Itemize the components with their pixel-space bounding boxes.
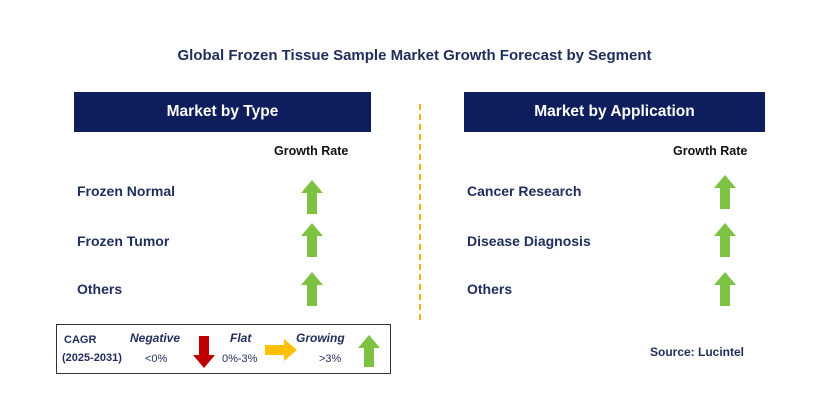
type-row-label-2: Frozen Tumor <box>77 233 170 249</box>
application-panel-header-label: Market by Application <box>534 103 695 120</box>
application-panel-header: Market by Application <box>464 92 765 132</box>
legend-growing-label: Growing <box>296 331 345 345</box>
up-arrow-icon <box>358 335 380 367</box>
application-row-label-2: Disease Diagnosis <box>467 233 591 249</box>
right-arrow-icon <box>265 339 297 361</box>
legend-flat-label: Flat <box>230 331 252 345</box>
down-arrow-icon <box>193 336 215 368</box>
up-arrow-icon <box>714 175 736 209</box>
legend-negative-label: Negative <box>130 331 181 345</box>
panel-divider <box>419 104 421 320</box>
up-arrow-icon <box>301 180 323 214</box>
chart-title: Global Frozen Tissue Sample Market Growt… <box>177 47 652 64</box>
up-arrow-icon <box>301 223 323 257</box>
application-growth-rate-header: Growth Rate <box>673 144 748 158</box>
legend-negative-range: <0% <box>145 353 168 365</box>
type-row-label-1: Frozen Normal <box>77 183 176 199</box>
type-growth-rate-header: Growth Rate <box>274 144 349 158</box>
cagr-legend: CAGR (2025-2031) Negative <0% Flat 0%-3%… <box>56 324 391 374</box>
legend-period: (2025-2031) <box>62 352 122 364</box>
application-row-label-3: Others <box>467 281 513 297</box>
type-row-label-3: Others <box>77 281 123 297</box>
source-note: Source: Lucintel <box>650 345 745 359</box>
up-arrow-icon <box>714 223 736 257</box>
application-row-label-1: Cancer Research <box>467 183 582 199</box>
type-panel-header: Market by Type <box>74 92 371 132</box>
legend-flat-range: 0%-3% <box>222 353 258 365</box>
up-arrow-icon <box>714 272 736 306</box>
legend-cagr-label: CAGR <box>64 334 97 346</box>
type-panel-header-label: Market by Type <box>166 103 279 120</box>
legend-growing-range: >3% <box>319 353 342 365</box>
up-arrow-icon <box>301 272 323 306</box>
